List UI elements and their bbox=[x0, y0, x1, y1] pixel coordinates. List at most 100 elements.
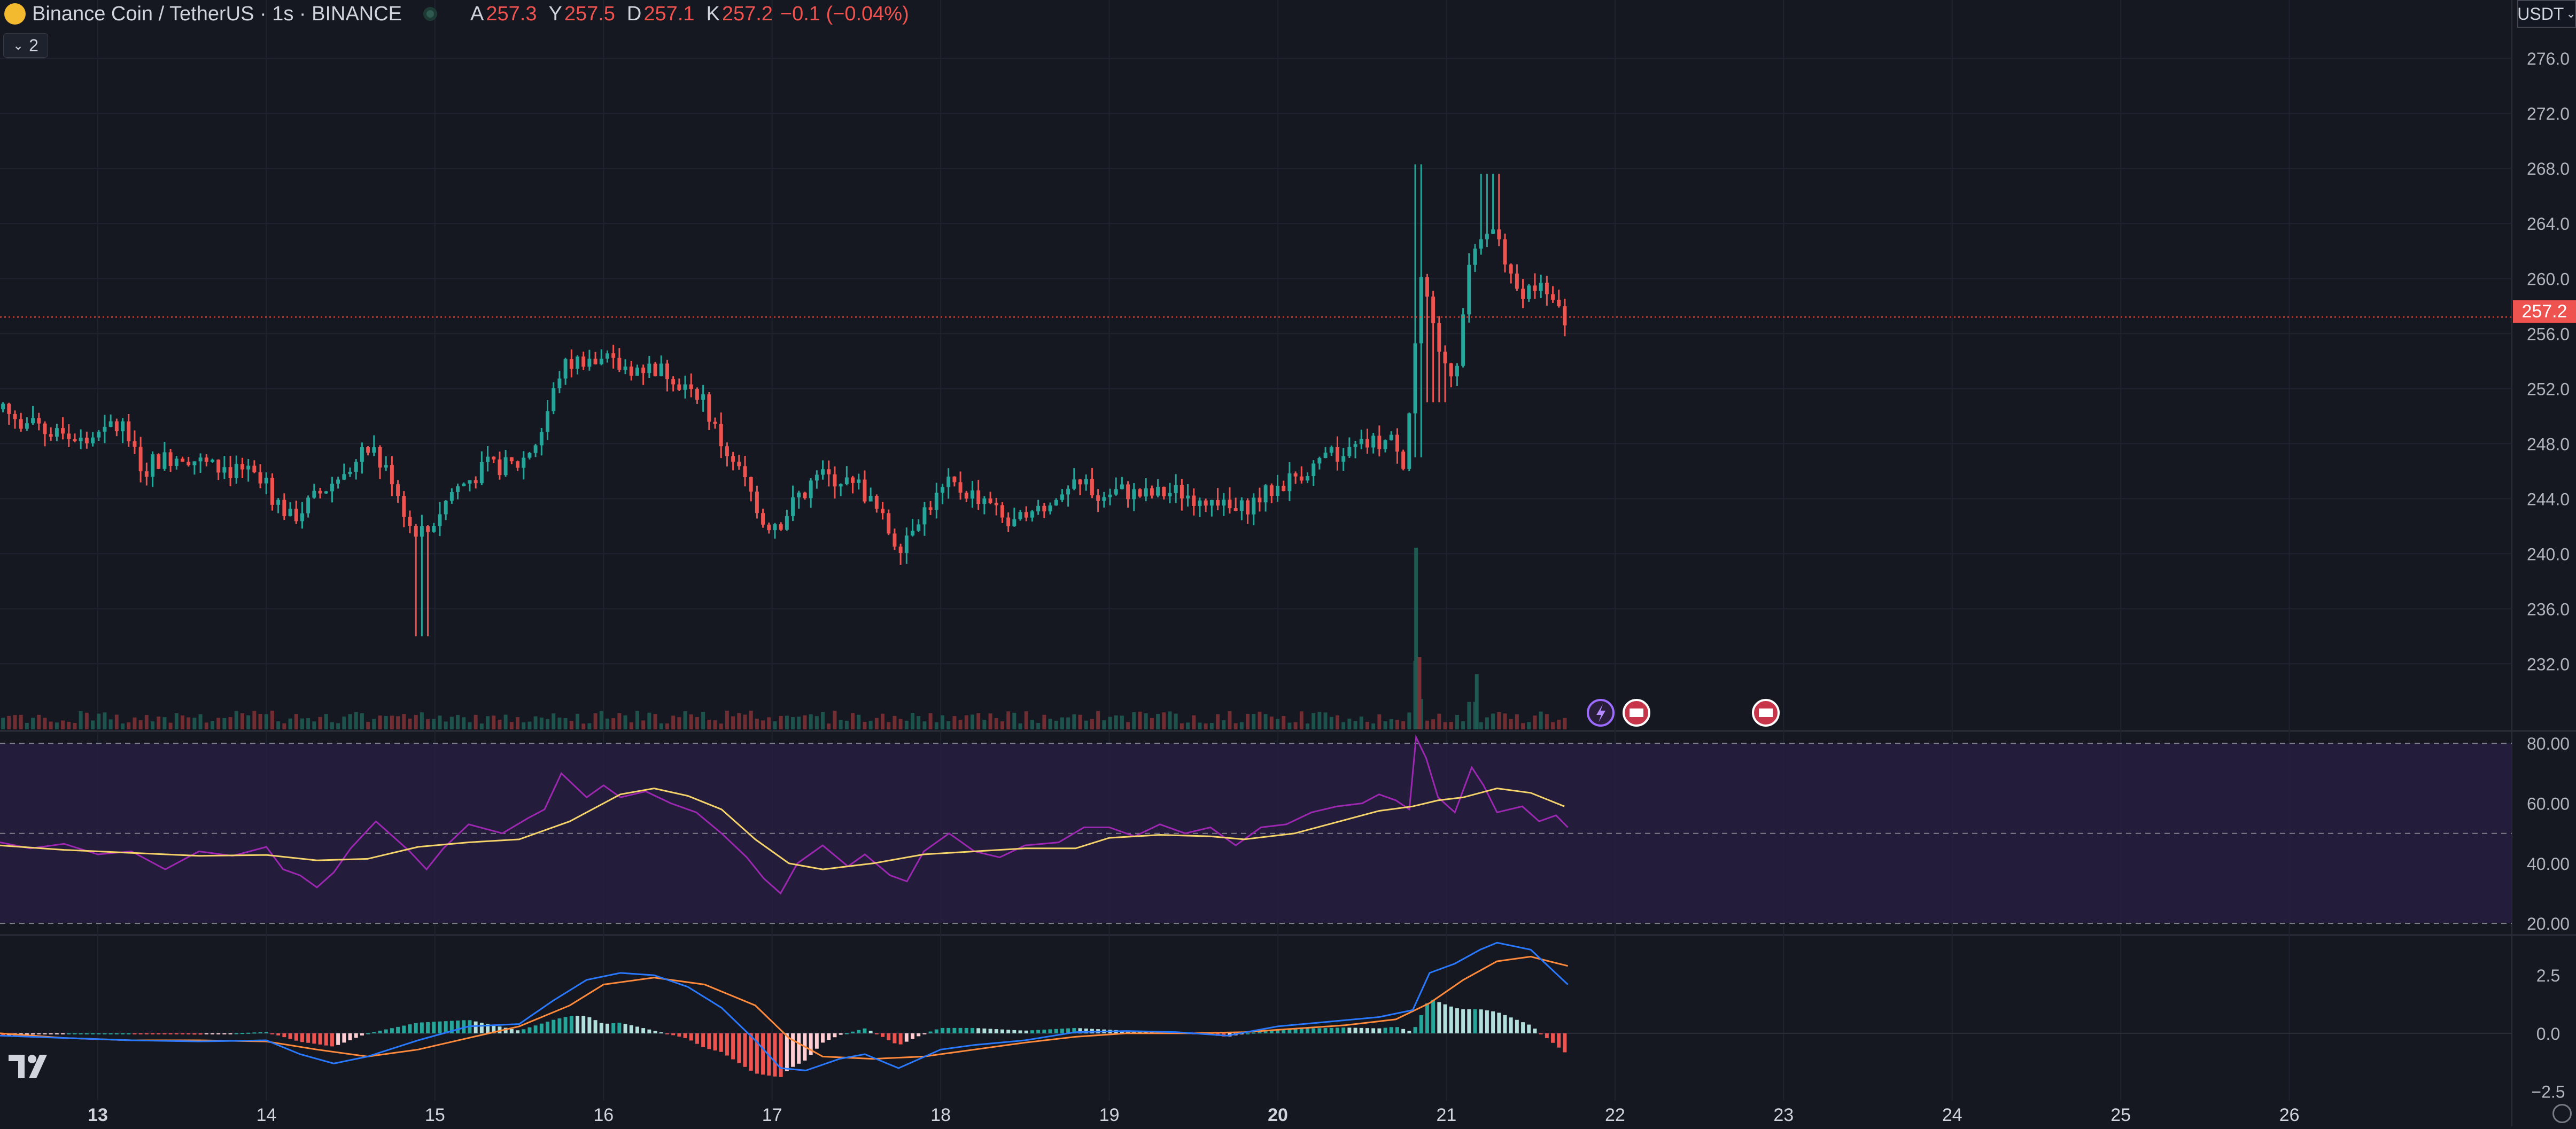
macd-histogram-bar bbox=[133, 1033, 137, 1034]
volume-bar bbox=[1030, 720, 1034, 729]
candle-body bbox=[1174, 485, 1178, 493]
candle-body bbox=[1299, 476, 1303, 481]
macd-histogram-bar bbox=[432, 1022, 436, 1033]
macd-histogram-bar bbox=[330, 1033, 334, 1047]
candle-body bbox=[151, 454, 154, 477]
macd-histogram-bar bbox=[1497, 1013, 1501, 1033]
volume-bar bbox=[187, 717, 191, 729]
candle-body bbox=[713, 422, 717, 424]
currency-selector[interactable]: USDT ⌄ bbox=[2517, 0, 2576, 28]
macd-histogram-bar bbox=[384, 1029, 388, 1033]
volume-bar bbox=[629, 722, 633, 729]
macd-histogram-bar bbox=[683, 1033, 687, 1038]
volume-bar bbox=[234, 711, 238, 729]
macd-histogram-bar bbox=[1072, 1028, 1076, 1033]
candle-body bbox=[174, 458, 179, 466]
macd-histogram-bar bbox=[971, 1027, 974, 1033]
candle-body bbox=[749, 477, 753, 492]
macd-histogram-bar bbox=[665, 1033, 669, 1034]
volume-bar bbox=[707, 720, 711, 729]
macd-histogram-bar bbox=[623, 1024, 627, 1033]
volume-bar bbox=[204, 722, 208, 729]
us-flag-event-icon[interactable] bbox=[1623, 699, 1650, 727]
volume-bar bbox=[330, 722, 334, 729]
candle-body bbox=[1539, 283, 1543, 291]
volume-bar bbox=[743, 714, 747, 729]
macd-histogram-bar bbox=[276, 1033, 281, 1035]
volume-bar bbox=[1383, 721, 1387, 729]
candle-body bbox=[725, 446, 729, 456]
price-axis-label: 272.0 bbox=[2527, 104, 2570, 123]
indicators-toggle-button[interactable]: ⌄ 2 bbox=[3, 33, 48, 58]
settings-gear-icon[interactable] bbox=[2552, 1104, 2572, 1123]
candle-body bbox=[1006, 517, 1011, 527]
volume-bar bbox=[946, 721, 951, 729]
candle-body bbox=[264, 478, 268, 484]
macd-histogram-bar bbox=[43, 1033, 47, 1034]
macd-histogram-bar bbox=[324, 1033, 328, 1046]
volume-bar bbox=[964, 715, 968, 729]
volume-bar bbox=[1336, 715, 1339, 729]
candle-body bbox=[378, 447, 382, 468]
macd-histogram-bar bbox=[1042, 1030, 1046, 1033]
candle-body bbox=[211, 460, 214, 462]
macd-histogram-bar bbox=[725, 1033, 729, 1056]
volume-bar bbox=[1503, 713, 1507, 729]
macd-histogram-bar bbox=[522, 1029, 526, 1033]
macd-histogram-bar bbox=[1377, 1028, 1382, 1033]
candle-body bbox=[474, 480, 478, 484]
volume-bars bbox=[1, 660, 1567, 729]
volume-bar bbox=[917, 716, 921, 729]
macd-histogram-bar bbox=[713, 1033, 717, 1051]
volume-bar bbox=[91, 720, 95, 729]
tradingview-logo-icon[interactable] bbox=[7, 1052, 53, 1081]
candle-body bbox=[1018, 512, 1022, 519]
volume-bar bbox=[276, 721, 281, 729]
lightning-event-icon[interactable] bbox=[1587, 699, 1615, 727]
macd-histogram-bar bbox=[151, 1033, 154, 1034]
candle-body bbox=[1192, 495, 1196, 506]
macd-histogram-bar bbox=[509, 1029, 514, 1033]
macd-histogram-bar bbox=[1395, 1027, 1399, 1033]
macd-histogram-bar bbox=[785, 1033, 789, 1071]
candle-body bbox=[1156, 486, 1160, 496]
candle-body bbox=[252, 465, 257, 472]
macd-histogram-bar bbox=[1258, 1031, 1262, 1033]
volume-bar bbox=[683, 711, 687, 729]
market-status-icon[interactable] bbox=[423, 7, 438, 21]
macd-histogram-bar bbox=[539, 1023, 544, 1033]
volume-bar bbox=[133, 717, 137, 729]
volume-bar bbox=[258, 713, 262, 729]
macd-histogram-bar bbox=[653, 1031, 657, 1033]
macd-histogram-bar bbox=[581, 1016, 586, 1033]
price-axis-label: 256.0 bbox=[2527, 324, 2570, 344]
macd-histogram-bar bbox=[1413, 1027, 1417, 1033]
price-axis-label: 264.0 bbox=[2527, 214, 2570, 233]
volume-bar bbox=[904, 720, 909, 729]
volume-bar bbox=[1539, 711, 1543, 729]
candle-body bbox=[1389, 434, 1393, 441]
macd-histogram-bar bbox=[234, 1033, 238, 1034]
macd-histogram-bar bbox=[138, 1033, 143, 1034]
time-axis-label: 23 bbox=[1773, 1105, 1794, 1125]
volume-bar bbox=[593, 713, 598, 729]
volume-bar bbox=[492, 715, 496, 729]
candle-body bbox=[533, 445, 538, 453]
candle-body bbox=[1425, 277, 1429, 297]
candle-body bbox=[976, 490, 981, 504]
candle-body bbox=[563, 359, 568, 379]
macd-histogram-bar bbox=[1252, 1032, 1256, 1034]
volume-bar bbox=[216, 718, 221, 729]
candle-body bbox=[1383, 440, 1387, 449]
symbol-title[interactable]: Binance Coin / TetherUS · 1s · BINANCE bbox=[32, 2, 402, 25]
volume-bar bbox=[49, 721, 53, 729]
volume-bar bbox=[731, 716, 735, 729]
macd-histogram bbox=[1, 1000, 1567, 1077]
ohlc-key-close: K bbox=[706, 2, 720, 25]
us-flag-event-icon[interactable] bbox=[1752, 699, 1780, 727]
candle-body bbox=[449, 492, 454, 501]
candle-body bbox=[629, 367, 633, 376]
macd-histogram-bar bbox=[55, 1033, 59, 1034]
macd-histogram-bar bbox=[893, 1033, 897, 1044]
